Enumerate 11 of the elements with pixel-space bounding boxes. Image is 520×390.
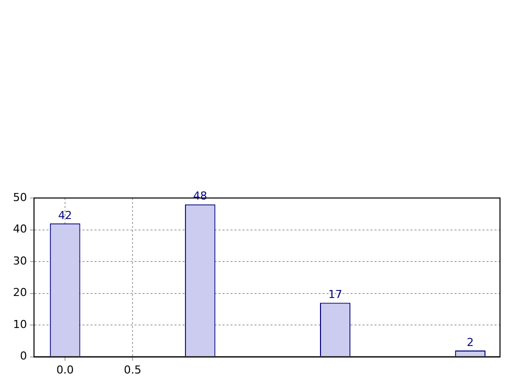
y-tick-label: 0 [20, 350, 27, 363]
y-tick-label: 30 [12, 254, 27, 268]
data-label: 42 [58, 208, 72, 222]
y-tick-label: 20 [12, 286, 27, 300]
y-tick-label: 40 [12, 222, 27, 236]
y-tick-label: 50 [12, 190, 27, 204]
data-label: 17 [328, 288, 342, 302]
data-label: 2 [466, 336, 474, 349]
x-tick-label: 0.5 [124, 363, 142, 376]
x-tick-label: 0.0 [56, 363, 74, 376]
y-tick-label: 10 [12, 318, 27, 331]
